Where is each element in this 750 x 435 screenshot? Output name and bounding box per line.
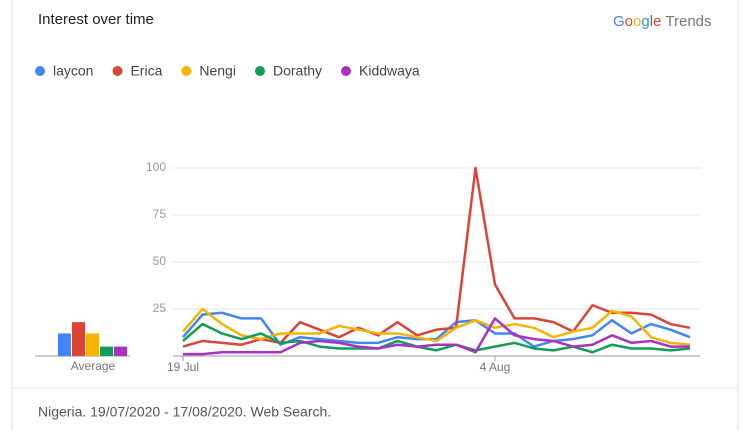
series-line [182, 322, 691, 354]
y-tick-label: 100 [146, 160, 166, 174]
legend-label: Erica [130, 63, 162, 79]
series-line [182, 166, 691, 348]
average-bar [86, 333, 99, 356]
y-tick-label: 75 [153, 207, 167, 221]
card [11, 0, 739, 435]
average-bar [58, 333, 71, 356]
series-line [182, 311, 691, 348]
average-bar [72, 322, 85, 356]
legend-dot [254, 66, 265, 76]
y-tick-label: 25 [153, 301, 167, 315]
chart-title: Interest over time [38, 11, 154, 28]
legend-label: Nengi [199, 63, 236, 79]
x-tick-label: 19 Jul [167, 360, 199, 374]
x-tick-label: 4 Aug [480, 360, 511, 374]
legend-dot [341, 66, 351, 76]
legend-dot [181, 66, 192, 76]
legend-dot [35, 66, 45, 76]
legend-dot [112, 66, 123, 76]
footer: Nigeria. 19/07/2020 - 17/08/2020. Web Se… [38, 404, 331, 420]
legend-label: Kiddwaya [359, 63, 420, 79]
average-bar [100, 346, 113, 356]
legend-label: laycon [53, 63, 93, 79]
y-tick-label: 50 [153, 254, 167, 268]
average-label: Average [71, 359, 116, 373]
logo: Google [613, 13, 661, 30]
legend-label: Dorathy [273, 63, 322, 79]
average-bar [114, 346, 127, 356]
logo-suffix: Trends [665, 13, 711, 30]
series-line [183, 317, 690, 356]
